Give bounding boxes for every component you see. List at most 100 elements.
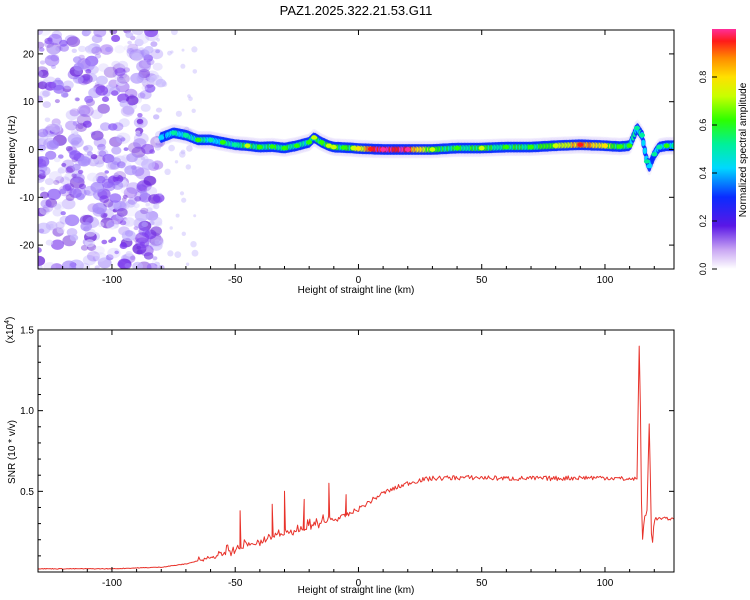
noise-blob	[111, 146, 122, 155]
noise-blob	[38, 247, 42, 254]
noise-blob	[144, 46, 154, 54]
noise-blob	[102, 153, 115, 164]
y-tick-label: 1.0	[20, 406, 34, 417]
noise-blob	[74, 97, 80, 102]
noise-blob	[113, 171, 127, 181]
ridge-point	[355, 146, 362, 151]
x-tick-label: -100	[102, 275, 122, 286]
noise-blob	[153, 203, 160, 210]
noise-blob	[87, 151, 93, 156]
noise-blob	[90, 154, 98, 160]
snr-plot-area	[38, 345, 674, 570]
noise-blob	[102, 212, 108, 218]
noise-blob	[42, 90, 51, 97]
noise-blob	[69, 108, 80, 117]
noise-blob	[150, 48, 164, 60]
noise-blob	[116, 161, 126, 169]
y-tick-label: 0	[28, 145, 34, 156]
noise-blob	[191, 249, 199, 257]
noise-blob	[127, 197, 138, 205]
noise-blob	[77, 75, 90, 86]
ridge-point	[552, 143, 559, 148]
noise-blob	[48, 46, 60, 55]
noise-blob	[98, 150, 107, 157]
ridge-point	[626, 143, 633, 148]
noise-blob	[61, 260, 76, 269]
noise-blob	[109, 193, 122, 203]
noise-blob	[145, 210, 159, 221]
noise-blob	[53, 84, 65, 94]
noise-blob	[38, 156, 44, 165]
noise-blob	[141, 221, 148, 228]
snr-frame	[37, 329, 675, 573]
noise-blob	[180, 149, 186, 155]
noise-blob	[137, 92, 146, 99]
ridge-point	[318, 140, 325, 145]
noise-blob	[186, 145, 193, 152]
noise-blob	[152, 256, 158, 261]
noise-blob	[45, 239, 54, 246]
noise-blob	[191, 46, 198, 53]
noise-blob	[77, 156, 91, 167]
noise-blob	[133, 244, 141, 251]
noise-blob	[140, 103, 151, 112]
noise-blob	[38, 30, 43, 35]
noise-blob	[38, 69, 49, 79]
noise-blob	[58, 154, 64, 159]
noise-blob	[119, 242, 128, 249]
noise-blob	[133, 226, 139, 231]
ridge-point	[454, 145, 461, 151]
noise-blob	[39, 206, 51, 215]
noise-blob	[139, 241, 145, 246]
snr-ticks: -100 -50 0 50 100 0.5 1.0 1.5	[20, 326, 674, 589]
noise-blob	[102, 96, 109, 102]
noise-blob	[61, 198, 76, 210]
noise-blob	[65, 109, 79, 121]
noise-blob	[38, 47, 45, 52]
spectrogram-plot-area	[38, 30, 674, 269]
noise-blob	[124, 165, 137, 176]
noise-blob	[167, 50, 172, 56]
noise-blob	[185, 262, 190, 266]
ridge-point	[325, 143, 332, 148]
noise-blob	[54, 99, 60, 104]
snr-x-axis-label: Height of straight line (km)	[298, 585, 415, 596]
noise-blob	[174, 251, 182, 258]
noise-blob	[181, 48, 185, 52]
noise-blob	[100, 122, 111, 131]
noise-blob	[85, 45, 96, 54]
noise-blob	[109, 136, 123, 147]
noise-blob	[38, 222, 51, 234]
ridge-point	[380, 147, 387, 152]
noise-blob	[92, 202, 107, 215]
noise-blob	[72, 120, 80, 126]
colorbar-tick-label: 0.0	[698, 263, 708, 276]
colorbar-ticks: 0.0 0.2 0.4 0.6 0.8	[698, 71, 717, 276]
noise-blob	[125, 31, 134, 39]
noise-blob	[116, 208, 128, 217]
ridge-cell	[642, 147, 647, 155]
noise-blob	[91, 46, 102, 55]
noise-blob	[123, 45, 131, 51]
colorbar: 0.0 0.2 0.4 0.6 0.8 Normalized spectral ampl…	[698, 29, 749, 275]
noise-blob	[53, 157, 61, 163]
noise-blob	[141, 143, 155, 155]
noise-blob	[171, 30, 178, 36]
noise-blob	[38, 95, 43, 103]
noise-blob	[59, 44, 69, 52]
noise-blob	[62, 159, 74, 169]
noise-blob	[66, 36, 81, 47]
ridge-point	[651, 152, 658, 157]
spectrogram-y-axis-label: Frequency (Hz)	[7, 116, 18, 185]
noise-blob	[169, 226, 173, 230]
x-tick-label: 50	[476, 275, 488, 286]
noise-blob	[38, 166, 51, 176]
noise-blob	[190, 241, 197, 248]
noise-blob	[69, 188, 82, 199]
noise-blob	[79, 262, 90, 269]
noise-blob	[59, 188, 67, 195]
noise-blob	[135, 167, 151, 180]
noise-blob	[59, 215, 71, 225]
noise-blob	[81, 158, 90, 166]
